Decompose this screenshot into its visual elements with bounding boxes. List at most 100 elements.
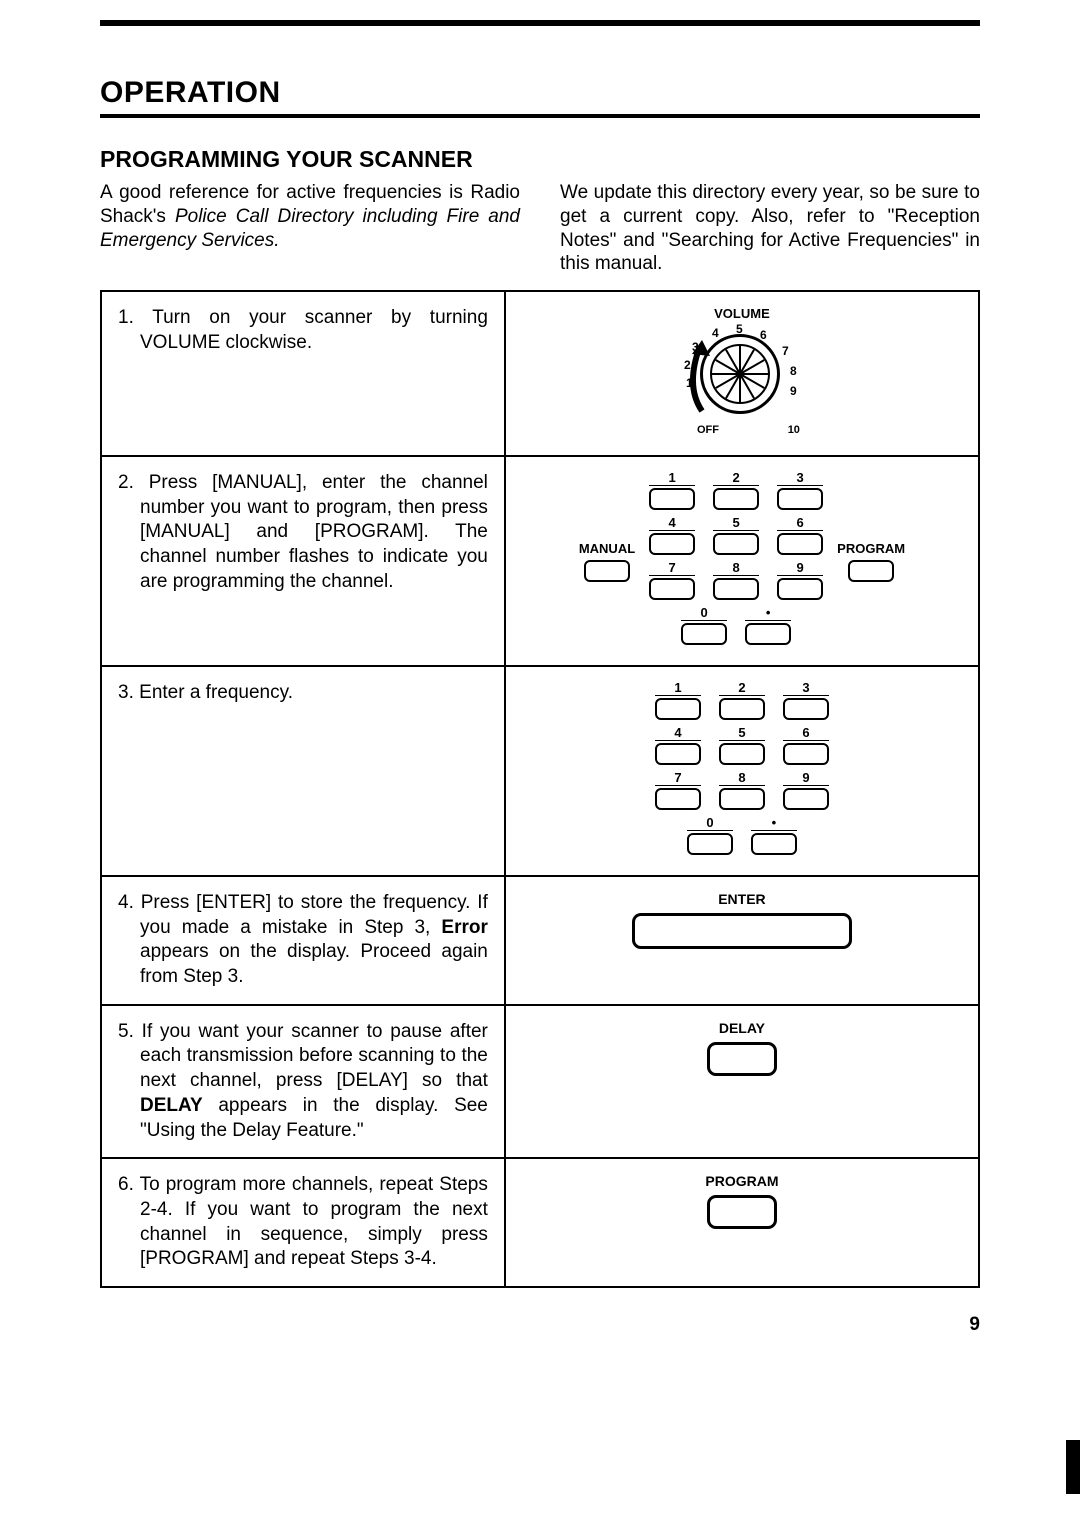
step-pre: Press [ENTER] to store the frequency. If…	[140, 892, 488, 938]
section-title: OPERATION	[100, 76, 980, 118]
program-button-icon	[707, 1195, 777, 1229]
enter-button-group: ENTER	[632, 891, 852, 949]
table-row: 1. Turn on your scanner by turning VOLUM…	[101, 291, 979, 456]
dial-num: 7	[782, 344, 789, 358]
program-button-group: PROGRAM	[705, 1173, 778, 1229]
delay-label: DELAY	[719, 1020, 765, 1036]
dial-num: 4	[712, 326, 719, 340]
key-label: 4	[655, 726, 701, 741]
step-bold: DELAY	[140, 1095, 203, 1116]
key-icon	[713, 578, 759, 600]
off-label: OFF	[697, 424, 719, 436]
intro-right: We update this directory every year, so …	[560, 181, 980, 276]
step-num: 6.	[118, 1174, 134, 1195]
step-illustration: PROGRAM	[505, 1158, 979, 1287]
manual-button-group: MANUAL	[579, 541, 635, 582]
program-button-icon	[848, 560, 894, 582]
step-post: appears on the display. Proceed again fr…	[140, 941, 488, 987]
key-label: 7	[655, 771, 701, 786]
key-label: 3	[783, 681, 829, 696]
dial-num: 6	[760, 328, 767, 342]
dial-num: 8	[790, 364, 797, 378]
max-label: 10	[788, 424, 800, 436]
enter-button-icon	[632, 913, 852, 949]
key-icon	[719, 698, 765, 720]
manual-button-icon	[584, 560, 630, 582]
key-icon	[681, 623, 727, 645]
key-label: 1	[655, 681, 701, 696]
volume-dial-icon: VOLUME	[642, 306, 842, 436]
key-icon	[649, 488, 695, 510]
step-instruction: 2. Press [MANUAL], enter the channel num…	[101, 456, 505, 666]
delay-button-group: DELAY	[707, 1020, 777, 1076]
program-label: PROGRAM	[705, 1173, 778, 1189]
key-label: 7	[649, 561, 695, 576]
program-button-group: PROGRAM	[837, 541, 905, 582]
key-icon	[751, 833, 797, 855]
step-num: 4.	[118, 892, 134, 913]
key-label: •	[751, 816, 797, 831]
key-label: 0	[681, 606, 727, 621]
enter-label: ENTER	[718, 891, 765, 907]
dial-num: 3	[692, 340, 699, 354]
step-body: Turn on your scanner by turning VOLUME c…	[140, 307, 488, 353]
volume-title: VOLUME	[642, 306, 842, 321]
step-body: Press [MANUAL], enter the channel number…	[140, 472, 488, 592]
key-label: 3	[777, 471, 823, 486]
program-label: PROGRAM	[837, 541, 905, 556]
step-body: To program more channels, repeat Steps 2…	[140, 1174, 488, 1269]
dial-num: 1	[686, 376, 693, 390]
step-num: 1.	[118, 307, 134, 328]
manual-label: MANUAL	[579, 541, 635, 556]
step-illustration: 1 2 3 4 5 6 7 8 9 0 •	[505, 666, 979, 876]
page-number: 9	[100, 1314, 980, 1336]
key-icon	[713, 533, 759, 555]
intro-left: A good reference for active frequencies …	[100, 181, 520, 276]
key-label: 0	[687, 816, 733, 831]
keypad-icon: 1 2 3 4 5 6 7 8 9 0	[649, 471, 823, 651]
step-instruction: 1. Turn on your scanner by turning VOLUM…	[101, 291, 505, 456]
key-icon	[713, 488, 759, 510]
key-icon	[777, 533, 823, 555]
step-illustration: VOLUME	[505, 291, 979, 456]
step-instruction: 5. If you want your scanner to pause aft…	[101, 1005, 505, 1158]
delay-button-icon	[707, 1042, 777, 1076]
key-label: 5	[719, 726, 765, 741]
step-body: Enter a frequency.	[139, 682, 293, 703]
key-icon	[649, 578, 695, 600]
dial-num: 2	[684, 358, 691, 372]
key-label: 2	[713, 471, 759, 486]
key-icon	[649, 533, 695, 555]
table-row: 5. If you want your scanner to pause aft…	[101, 1005, 979, 1158]
key-label: 1	[649, 471, 695, 486]
key-label: 6	[777, 516, 823, 531]
step-instruction: 4. Press [ENTER] to store the frequency.…	[101, 876, 505, 1005]
table-row: 2. Press [MANUAL], enter the channel num…	[101, 456, 979, 666]
dial-num: 5	[736, 322, 743, 336]
key-icon	[687, 833, 733, 855]
key-label: 9	[777, 561, 823, 576]
key-icon	[719, 743, 765, 765]
intro-columns: A good reference for active frequencies …	[100, 181, 980, 276]
key-label: 8	[713, 561, 759, 576]
step-instruction: 6. To program more channels, repeat Step…	[101, 1158, 505, 1287]
key-label: 9	[783, 771, 829, 786]
step-bold: Error	[441, 917, 487, 938]
table-row: 4. Press [ENTER] to store the frequency.…	[101, 876, 979, 1005]
step-num: 3.	[118, 682, 134, 703]
key-label: 8	[719, 771, 765, 786]
step-illustration: ENTER	[505, 876, 979, 1005]
key-icon	[655, 743, 701, 765]
step-illustration: DELAY	[505, 1005, 979, 1158]
key-label: 6	[783, 726, 829, 741]
dial-num: 9	[790, 384, 797, 398]
step-illustration: MANUAL 1 2 3 4 5 6 7	[505, 456, 979, 666]
step-num: 5.	[118, 1021, 134, 1042]
key-label: 4	[649, 516, 695, 531]
subhead: PROGRAMMING YOUR SCANNER	[100, 146, 980, 173]
key-icon	[655, 698, 701, 720]
key-icon	[777, 488, 823, 510]
key-icon	[783, 788, 829, 810]
top-rule	[100, 20, 980, 26]
key-icon	[783, 698, 829, 720]
